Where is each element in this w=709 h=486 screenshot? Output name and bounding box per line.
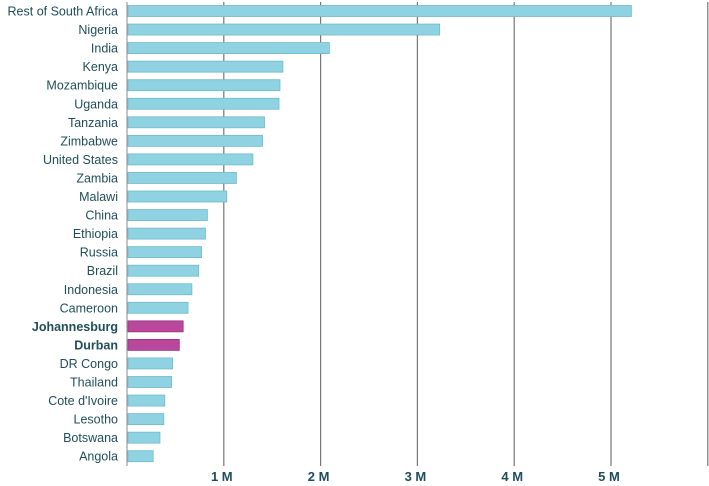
bar-rest-of-south-africa	[127, 5, 632, 17]
category-label: Durban	[74, 338, 118, 352]
bar-china	[127, 209, 208, 221]
bar-angola	[127, 450, 154, 463]
category-label: Johannesburg	[32, 320, 118, 334]
bar-cote-d-ivoire	[127, 394, 166, 407]
category-label: India	[91, 42, 118, 56]
bar-thailand	[127, 376, 172, 388]
category-label: Zambia	[76, 171, 118, 185]
category-label: Mozambique	[46, 79, 118, 93]
bar-russia	[127, 246, 202, 259]
bar-botswana	[127, 431, 161, 444]
x-tick-labels: 1 M 2 M 3 M 4 M 5 M	[211, 469, 620, 484]
x-tick-label: 3 M	[405, 469, 427, 484]
x-tick-label: 1 M	[211, 469, 233, 484]
category-label: China	[85, 209, 118, 223]
bar-malawi	[127, 190, 228, 203]
bar-kenya	[127, 60, 284, 73]
category-label: Angola	[79, 450, 118, 464]
bar-johannesburg	[127, 320, 184, 333]
category-label: United States	[43, 153, 118, 167]
bar-durban	[127, 338, 180, 351]
bar-dr-congo	[127, 357, 173, 370]
category-label: Kenya	[83, 60, 118, 74]
bar-india	[127, 42, 330, 54]
bar-uganda	[127, 97, 280, 110]
category-label: Botswana	[63, 431, 118, 445]
bar-nigeria	[127, 23, 441, 36]
category-label: Tanzania	[68, 116, 118, 130]
category-label: Thailand	[70, 376, 118, 390]
x-tick-label: 4 M	[501, 469, 523, 484]
bar-lesotho	[127, 413, 165, 426]
bar-indonesia	[127, 283, 193, 296]
category-label: Ethiopia	[73, 227, 118, 241]
category-label: Lesotho	[74, 413, 119, 427]
x-tick-label: 2 M	[308, 469, 330, 484]
category-label: Cote d'Ivoire	[48, 394, 118, 408]
category-label: Russia	[80, 246, 118, 260]
category-label: Rest of South Africa	[8, 5, 119, 19]
category-labels: Rest of South Africa Nigeria India Kenya Moz…	[8, 5, 119, 464]
category-label: Brazil	[87, 264, 118, 278]
bar-ethiopia	[127, 227, 206, 240]
category-label: Zimbabwe	[60, 134, 118, 148]
category-label: Uganda	[74, 97, 118, 111]
bar-mozambique	[127, 79, 281, 92]
bar-brazil	[127, 264, 200, 277]
bar-united-states	[127, 153, 254, 166]
category-label: Nigeria	[78, 23, 118, 37]
bar-zambia	[127, 172, 237, 184]
bar-tanzania	[127, 116, 265, 129]
bar-zimbabwe	[127, 134, 263, 147]
category-label: Indonesia	[64, 283, 118, 297]
bars	[127, 5, 632, 463]
category-label: DR Congo	[60, 357, 118, 371]
bar-cameroon	[127, 301, 189, 314]
category-label: Malawi	[79, 190, 118, 204]
x-tick-label: 5 M	[598, 469, 620, 484]
category-label: Cameroon	[60, 301, 118, 315]
